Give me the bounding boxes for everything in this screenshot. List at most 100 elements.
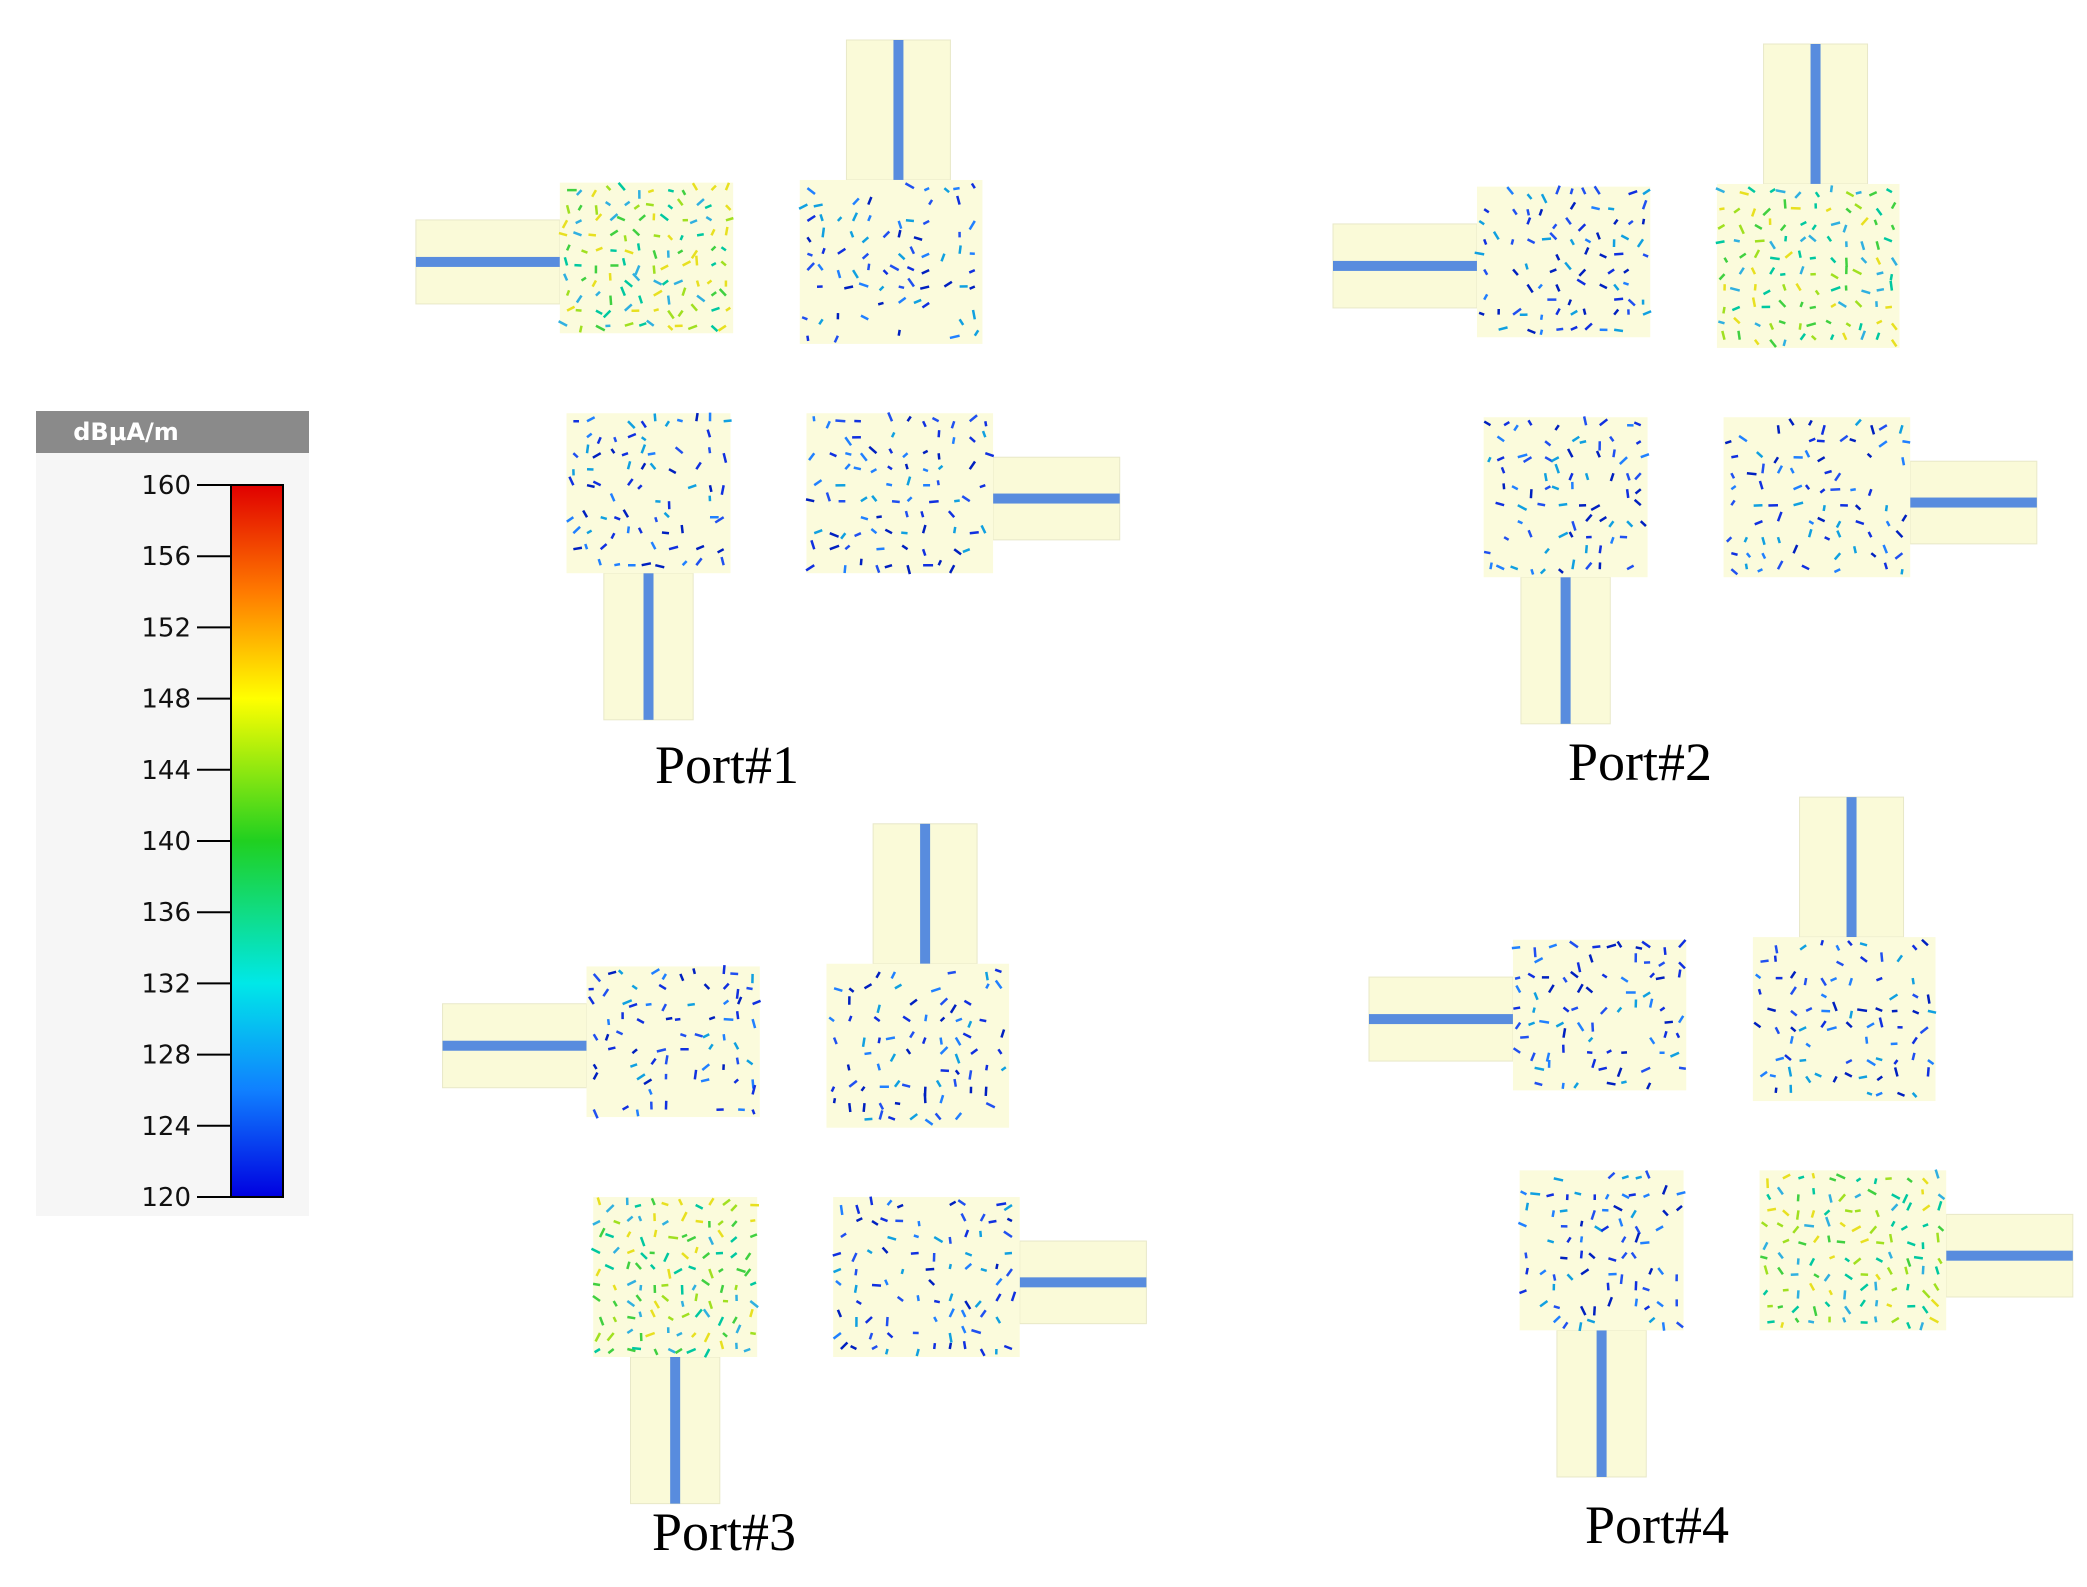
- field-arrow: [650, 968, 661, 976]
- field-arrow: [1635, 1175, 1643, 1180]
- field-arrow: [1591, 1022, 1595, 1032]
- colorbar-tick-label: 124: [141, 1112, 191, 1142]
- field-arrow: [860, 1085, 866, 1092]
- field-arrow: [1643, 1193, 1650, 1199]
- field-arrow: [689, 219, 698, 225]
- field-arrow: [1876, 1075, 1883, 1082]
- field-arrow: [860, 496, 868, 503]
- field-arrow: [1004, 1251, 1013, 1255]
- field-arrow: [1010, 1291, 1017, 1302]
- field-arrow: [1885, 305, 1893, 309]
- field-arrow: [735, 1324, 742, 1334]
- field-arrow: [1608, 1257, 1617, 1262]
- field-arrow: [933, 1316, 938, 1323]
- field-arrow: [843, 565, 847, 574]
- field-arrow: [695, 544, 705, 551]
- field-arrow: [948, 1342, 953, 1350]
- resonator: [1519, 1170, 1684, 1331]
- field-arrow: [1539, 1269, 1547, 1276]
- field-arrow: [1739, 190, 1749, 196]
- field-arrow: [750, 1219, 756, 1223]
- field-arrow: [969, 285, 976, 290]
- field-arrow: [1601, 973, 1608, 979]
- field-arrow: [613, 436, 618, 443]
- field-arrow: [1725, 536, 1733, 543]
- field-arrow: [876, 1063, 881, 1071]
- field-arrow: [1859, 1299, 1866, 1308]
- field-arrow: [660, 264, 669, 271]
- field-arrow: [708, 1236, 715, 1246]
- field-arrow: [904, 510, 909, 518]
- field-arrow: [943, 187, 950, 194]
- field-arrow: [1562, 1006, 1570, 1013]
- field-arrow: [643, 1078, 653, 1086]
- field-arrow: [1798, 1241, 1807, 1246]
- field-arrow: [1750, 267, 1757, 275]
- field-arrow: [594, 205, 599, 215]
- field-arrow: [749, 1308, 754, 1318]
- field-arrow: [594, 1332, 602, 1343]
- field-arrow: [725, 216, 734, 222]
- field-arrow: [1584, 238, 1592, 244]
- field-arrow: [681, 1233, 688, 1239]
- field-arrow: [940, 1069, 950, 1073]
- field-arrow: [1854, 203, 1863, 210]
- field-arrow: [695, 557, 703, 566]
- field-arrow: [1757, 988, 1762, 995]
- field-arrow: [1561, 1082, 1565, 1089]
- field-arrow: [953, 186, 960, 191]
- field-arrow: [1636, 238, 1645, 248]
- field-arrow: [916, 1295, 920, 1302]
- field-arrow: [1842, 224, 1848, 233]
- field-arrow: [624, 249, 634, 255]
- field-arrow: [1902, 1193, 1909, 1204]
- field-arrow: [1576, 962, 1582, 973]
- field-arrow: [1913, 1255, 1924, 1260]
- field-arrow: [1860, 330, 1867, 341]
- field-arrow: [1816, 439, 1825, 443]
- field-arrow: [913, 298, 922, 305]
- field-arrow: [1841, 332, 1848, 341]
- field-arrow: [1571, 1006, 1579, 1012]
- field-arrow: [1845, 191, 1855, 198]
- field-arrow: [1805, 1042, 1811, 1048]
- field-arrow: [906, 266, 915, 272]
- field-arrow: [708, 1015, 716, 1021]
- field-arrow: [650, 1197, 656, 1206]
- field-arrow: [659, 213, 669, 222]
- field-arrow: [1767, 1207, 1777, 1212]
- field-arrow: [813, 203, 823, 208]
- field-arrow: [703, 1332, 711, 1343]
- field-arrow: [1888, 1233, 1893, 1243]
- field-arrow: [1595, 450, 1601, 458]
- colorbar-tick-label: 140: [141, 827, 191, 857]
- field-arrow: [636, 1073, 646, 1081]
- field-arrow: [1541, 237, 1552, 241]
- field-arrow: [897, 229, 902, 238]
- field-arrow: [1483, 208, 1490, 214]
- field-arrow: [1579, 1220, 1584, 1227]
- field-arrow: [724, 182, 731, 191]
- field-arrow: [1483, 268, 1489, 276]
- field-arrow: [638, 295, 644, 304]
- field-arrow: [1006, 1217, 1013, 1223]
- field-arrow: [1885, 520, 1891, 527]
- field-arrow: [1539, 314, 1544, 320]
- field-arrow: [853, 1284, 858, 1293]
- field-arrow: [995, 1293, 1002, 1302]
- field-arrow: [639, 1284, 643, 1291]
- field-arrow: [1746, 471, 1757, 476]
- field-arrow: [695, 280, 700, 287]
- field-arrow: [995, 1316, 1002, 1324]
- feed-line: [1368, 1014, 1513, 1025]
- field-arrow: [1773, 955, 1777, 962]
- field-arrow: [1854, 1193, 1862, 1199]
- field-arrow: [1584, 246, 1590, 255]
- field-arrow: [909, 1031, 915, 1039]
- field-arrow: [1845, 1058, 1853, 1065]
- field-arrow: [833, 987, 843, 993]
- field-arrow: [1934, 1266, 1940, 1275]
- field-arrow: [648, 1088, 653, 1095]
- field-arrow: [606, 1018, 611, 1026]
- field-arrow: [751, 1079, 755, 1089]
